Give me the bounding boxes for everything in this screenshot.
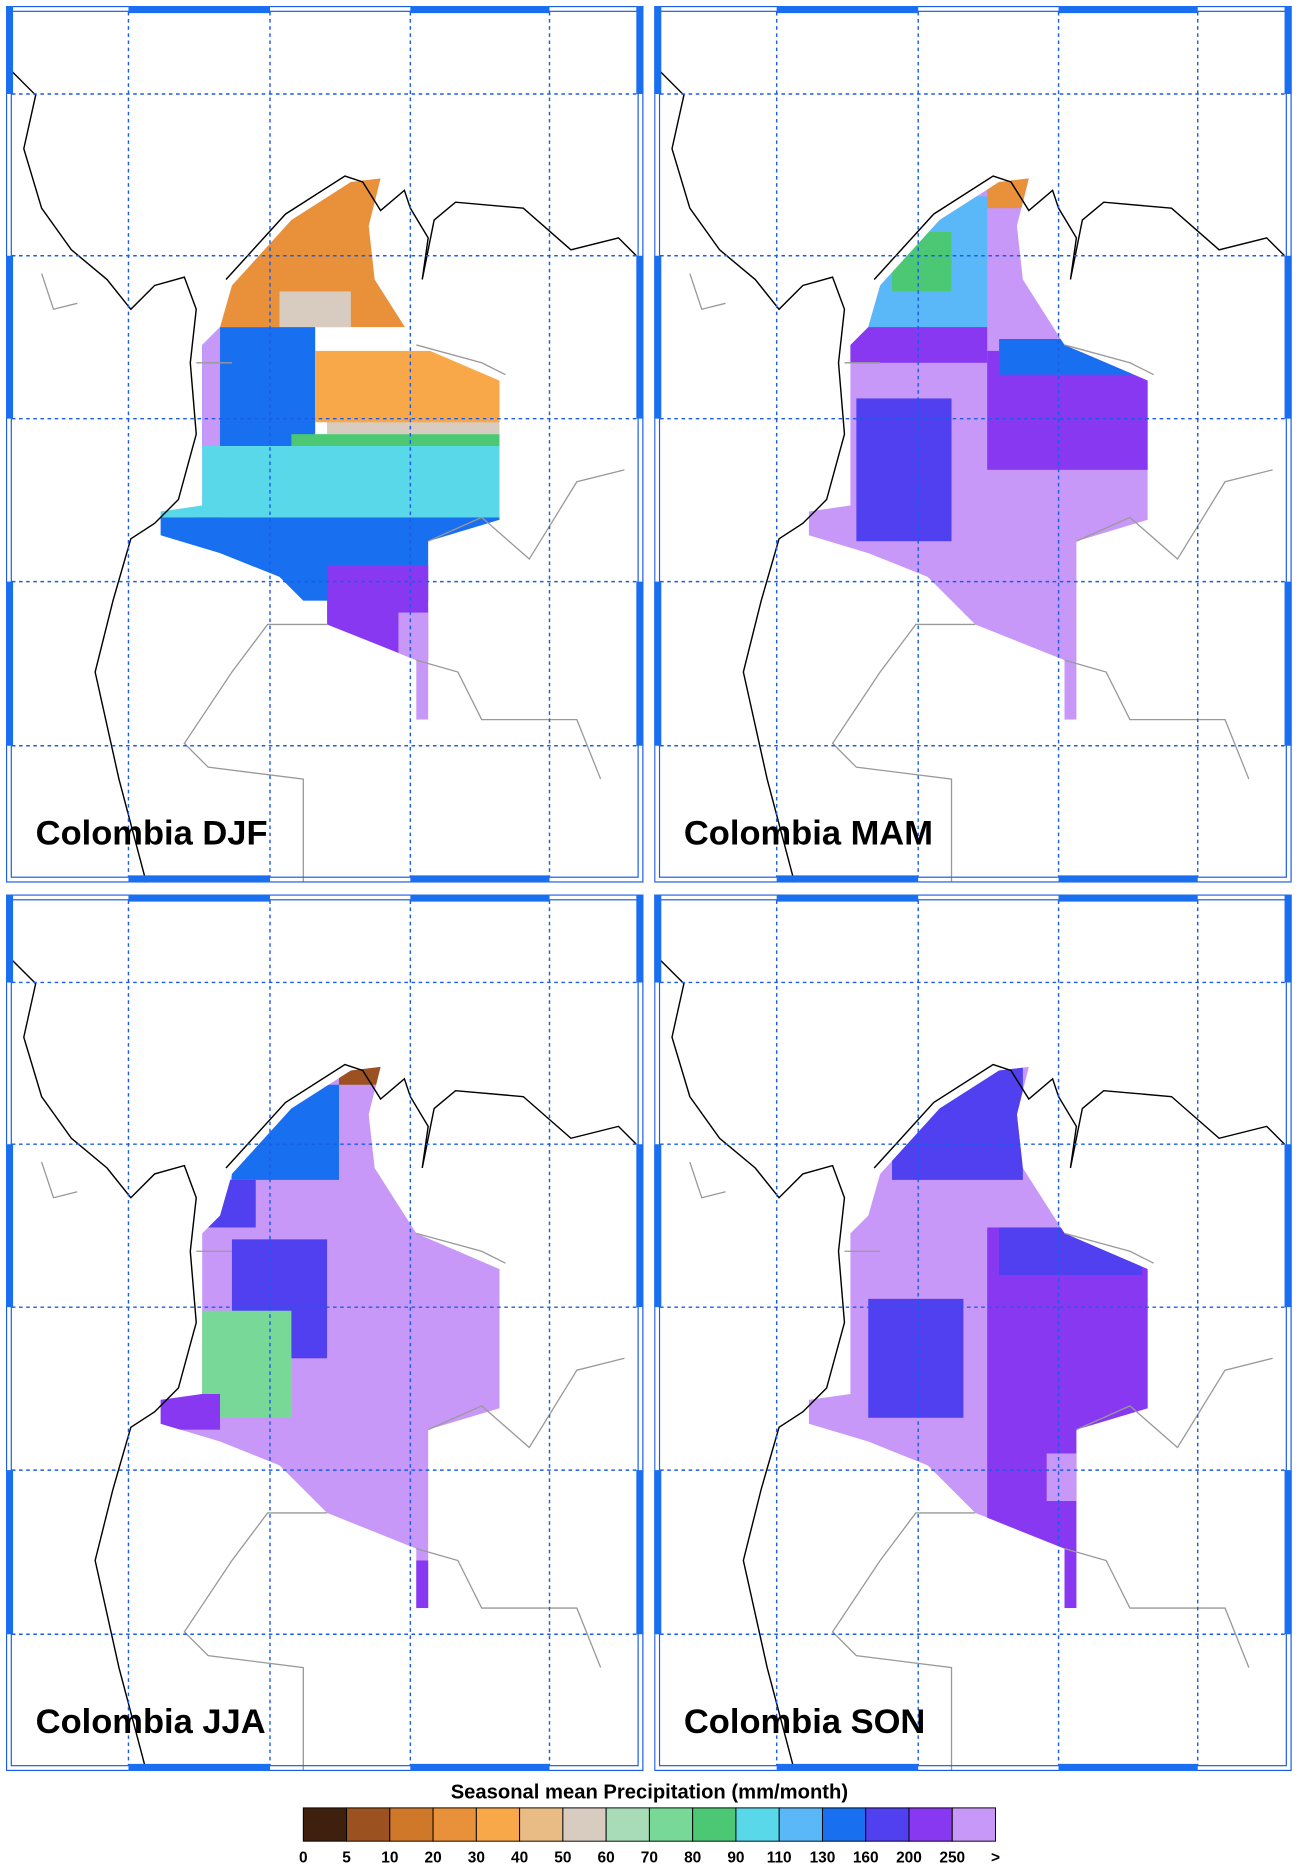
colorbar-title: Seasonal mean Precipitation (mm/month): [451, 1781, 848, 1803]
colorbar-box: [821, 1807, 867, 1842]
colorbar-label: 130: [810, 1850, 836, 1865]
colorbar-label: 60: [598, 1850, 615, 1865]
colorbar-box: [692, 1807, 737, 1842]
colorbar-box: [735, 1807, 780, 1842]
colorbar-label: 200: [896, 1850, 922, 1865]
colorbar-box: [389, 1807, 434, 1842]
colorbar-label: 0: [299, 1850, 308, 1865]
colorbar-box: [432, 1807, 477, 1842]
colorbar-label: 70: [641, 1850, 658, 1865]
panel-title: Colombia SON: [684, 1703, 925, 1741]
panel-title: Colombia MAM: [684, 814, 933, 852]
panel: Colombia JJA: [6, 894, 648, 1771]
precip-field: [160, 1066, 500, 1609]
panel: Colombia MAM: [654, 6, 1296, 883]
colorbar-label: 10: [381, 1850, 398, 1865]
colorbar-label: 40: [511, 1850, 528, 1865]
colorbar-label: 30: [468, 1850, 485, 1865]
colorbar-box: [605, 1807, 650, 1842]
colorbar-box: [908, 1807, 953, 1842]
colorbar-label: 80: [684, 1850, 701, 1865]
colorbar-box: [648, 1807, 694, 1842]
colorbar-box: [951, 1807, 996, 1842]
colorbar-box: [519, 1807, 564, 1842]
precip-field: [160, 178, 500, 720]
colorbar-label: 160: [853, 1850, 879, 1865]
colorbar-label: >: [991, 1850, 1000, 1865]
colorbar-label: 250: [939, 1850, 965, 1865]
colorbar-label: 90: [727, 1850, 744, 1865]
panel-title: Colombia JJA: [36, 1703, 266, 1741]
colorbar-box: [562, 1807, 607, 1842]
panel-title: Colombia DJF: [36, 814, 268, 852]
colorbar-box: [778, 1807, 823, 1842]
colorbar-box: [475, 1807, 521, 1842]
precip-field: [808, 1066, 1148, 1609]
colorbar-box: [302, 1807, 348, 1842]
colorbar-label: 50: [554, 1850, 571, 1865]
panel: Colombia SON: [654, 894, 1296, 1771]
colorbar-box: [865, 1807, 910, 1842]
colorbar: 0 5 10 20 30 40 50 60 70 80 90 110 130 160 200 250 >: [299, 1807, 1000, 1867]
colorbar-label: 5: [342, 1850, 351, 1865]
colorbar-label: 20: [424, 1850, 441, 1865]
precip-field: [808, 178, 1148, 720]
colorbar-label: 110: [767, 1850, 792, 1865]
colorbar-box: [346, 1807, 391, 1842]
panel: Colombia DJF: [6, 6, 648, 883]
